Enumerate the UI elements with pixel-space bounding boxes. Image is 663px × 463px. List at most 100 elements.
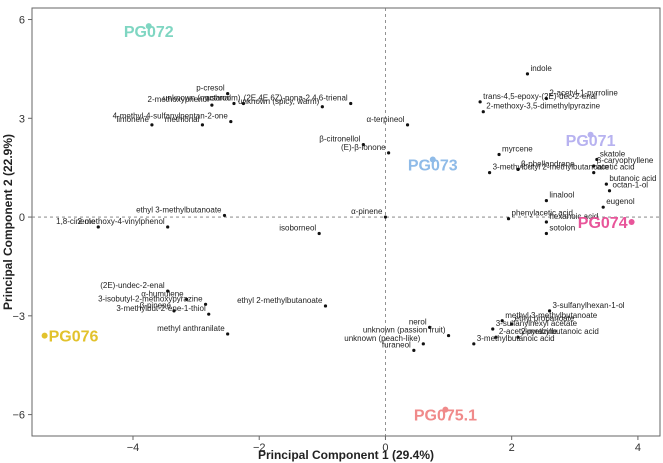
data-point: [544, 220, 548, 224]
plot-frame: [31, 7, 661, 437]
point-label: 1,8-cineole: [56, 217, 96, 226]
data-point: [150, 123, 154, 127]
data-point: [320, 105, 324, 109]
group-point: [587, 131, 594, 138]
data-point: [166, 225, 170, 229]
data-point: [497, 152, 501, 157]
y-tick-label: 6: [19, 15, 25, 27]
point-label: β-citronellol: [319, 135, 360, 144]
reference-lines: [32, 8, 660, 436]
data-point: [229, 119, 233, 124]
point-label: sotolon: [549, 224, 575, 233]
point-label: 2-methoxy-3,5-dimethylpyrazine: [486, 102, 600, 111]
data-point: [317, 231, 321, 236]
point-label: hexanoic acid: [549, 212, 598, 221]
point-label: linalool: [549, 191, 574, 200]
data-point: [595, 157, 599, 162]
point-label: phenylacetic acid: [512, 209, 573, 218]
data-point: [592, 164, 596, 168]
data-point: [510, 322, 514, 326]
data-points: indoletrans-4,5-epoxy-(2E)-dec-2-enal2-a…: [56, 64, 657, 352]
data-point: [604, 182, 608, 186]
data-point: [203, 302, 208, 306]
point-label: β-caryophyllene: [597, 156, 654, 165]
point-label: unknown (peach-like): [344, 334, 420, 343]
data-point: [500, 319, 504, 323]
point-label: 3-methylbut-2-ene-1-thiol: [116, 304, 206, 313]
point-label: 2-acetylpyrazine: [499, 327, 558, 336]
data-point: [172, 309, 176, 313]
x-tick-label: 0: [382, 442, 388, 454]
group-label: PG073: [408, 157, 458, 174]
x-axis-title: Principal Component 1 (29.4%): [258, 448, 434, 462]
data-point: [349, 101, 353, 106]
data-point: [481, 110, 485, 114]
data-point: [516, 335, 520, 339]
point-label: acetic acid: [597, 163, 635, 172]
point-label: 2-methoxyphenol: [148, 95, 210, 104]
point-label: β-pinene: [140, 301, 172, 310]
group-label: PG076: [49, 329, 99, 346]
point-label: 3-sulfanylhexyl acetate: [496, 319, 578, 328]
point-label: butanoic acid: [609, 174, 656, 183]
data-point: [491, 327, 495, 331]
group-label: PG072: [124, 24, 174, 41]
data-point: [516, 167, 520, 171]
point-label: 2-acetyl-1-pyrroline: [549, 89, 618, 98]
data-point: [544, 199, 548, 203]
data-point: [200, 123, 205, 127]
point-label: myrcene: [502, 145, 533, 154]
data-point: [487, 171, 492, 175]
data-point: [405, 123, 410, 127]
data-point: [446, 333, 451, 338]
y-tick-label: −3: [12, 311, 25, 323]
point-label: 2-methoxy-4-vinylphenol: [78, 217, 165, 226]
y-tick-label: 3: [19, 113, 25, 125]
point-label: trans-4,5-epoxy-(2E)-dec-2-enal: [483, 92, 597, 101]
data-point: [607, 189, 612, 193]
data-point: [232, 101, 236, 106]
point-label: octan-1-ol: [613, 181, 649, 190]
point-label: α-humulene: [141, 289, 184, 298]
point-label: 3-methylbutyl 2-methylbutanoate: [493, 163, 610, 172]
point-label: 3-isobutyl-2-methoxypyrazine: [98, 294, 203, 303]
point-label: ethyl propanoate: [515, 314, 575, 323]
point-label: furaneol: [382, 340, 411, 349]
data-point: [207, 312, 211, 316]
data-point: [226, 92, 230, 96]
data-point: [185, 297, 189, 301]
point-label: α-terpineol: [367, 115, 405, 124]
data-point: [323, 304, 328, 308]
y-axis-title: Principal Component 2 (22.9%): [1, 134, 15, 310]
point-label: methyl 3-methylbutanoate: [505, 311, 598, 320]
data-point: [241, 101, 246, 106]
data-point: [412, 348, 416, 352]
group-label: PG075.1: [414, 408, 477, 425]
point-label: ethyl 2-methylbutanoate: [237, 296, 323, 305]
x-tick-label: 4: [635, 442, 641, 454]
data-point: [544, 96, 548, 101]
data-point: [226, 332, 230, 336]
data-point: [166, 289, 170, 293]
point-label: α-pinene: [351, 207, 383, 216]
point-label: (E)-β-ionone: [341, 143, 386, 152]
data-point: [547, 309, 552, 313]
group-point: [628, 219, 635, 225]
y-tick-label: −6: [12, 410, 25, 422]
data-point: [592, 171, 596, 175]
point-label: ethyl 3-methylbutanoate: [136, 205, 222, 214]
point-label: β-phellandrene: [521, 159, 575, 168]
point-label: skatole: [600, 149, 626, 158]
point-label: methional: [165, 115, 200, 124]
group-label: PG074: [578, 215, 628, 232]
group-point: [145, 23, 152, 30]
point-label: isoborneol: [279, 224, 316, 233]
group-point: [41, 332, 48, 339]
data-point: [361, 143, 365, 147]
point-label: 3-methylbutanoic acid: [477, 334, 555, 343]
point-label: octanal: [205, 93, 231, 102]
x-tick-label: −2: [253, 442, 266, 454]
point-label: unknown (spicy, warm): [238, 97, 320, 106]
data-point: [506, 217, 511, 221]
group-point: [442, 406, 449, 413]
